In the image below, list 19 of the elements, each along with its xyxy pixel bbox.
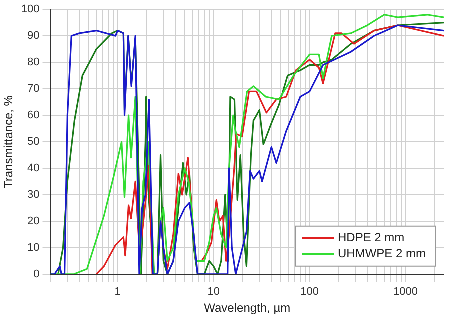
y-tick-label: 10 [28, 242, 40, 254]
y-tick-label: 80 [28, 56, 40, 69]
x-tick-label: 1000 [394, 286, 418, 298]
y-tick-label: 50 [28, 136, 40, 148]
y-tick-label: 90 [28, 30, 40, 42]
y-tick-label: 70 [28, 83, 40, 96]
y-tick-label: 60 [28, 110, 40, 122]
x-tick-label: 100 [300, 286, 319, 298]
legend-label: UHMWPE 2 mm [338, 246, 426, 261]
x-tick-label: 1 [114, 286, 121, 298]
y-tick-label: 30 [28, 188, 40, 201]
y-axis-title: Transmittance, % [2, 95, 16, 188]
y-tick-label: 0 [34, 268, 40, 280]
legend-label: HDPE 2 mm [338, 230, 405, 245]
x-tick-label: 10 [208, 286, 220, 298]
x-axis-title: Wavelength, µm [204, 301, 291, 316]
y-tick-label: 20 [28, 215, 40, 228]
y-tick-label: 100 [21, 4, 40, 16]
y-tick-label: 40 [28, 162, 40, 175]
